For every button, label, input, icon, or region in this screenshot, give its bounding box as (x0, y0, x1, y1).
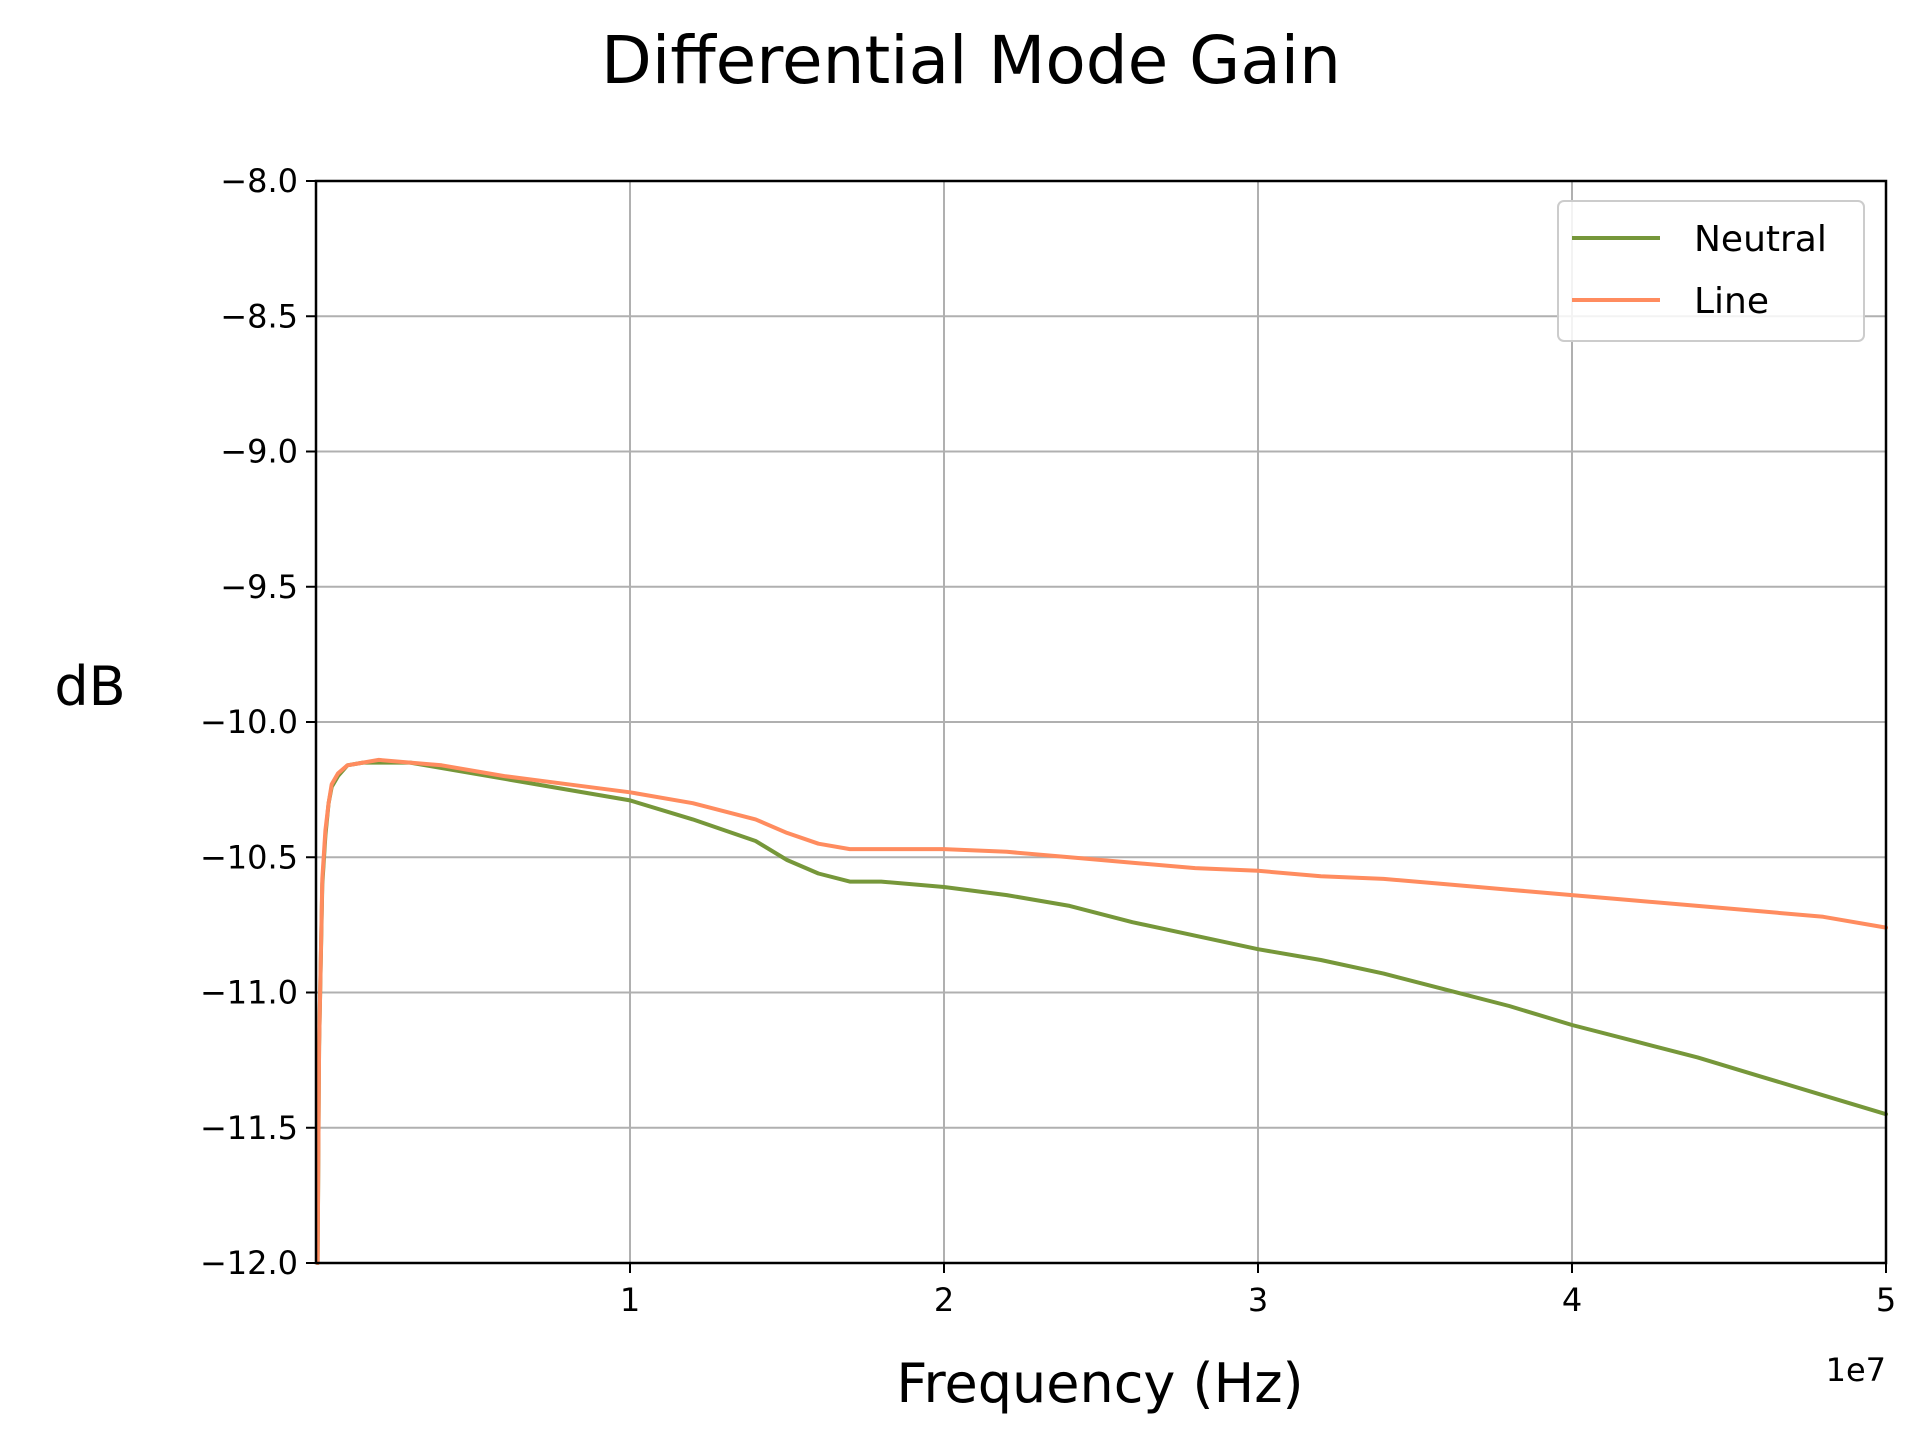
y-tick-label: −10.5 (200, 838, 298, 876)
x-tick-label: 2 (934, 1281, 954, 1319)
y-tick-label: −11.0 (200, 974, 298, 1012)
chart-title: Differential Mode Gain (601, 22, 1341, 99)
legend: Neutral Line (1557, 200, 1865, 342)
series-group (315, 757, 1888, 1265)
x-tick-label: 5 (1876, 1281, 1896, 1319)
x-axis: 1 2 3 4 5 (620, 1263, 1896, 1319)
x-tick-label: 3 (1248, 1281, 1268, 1319)
y-tick-label: −9.5 (220, 568, 298, 606)
legend-label-neutral: Neutral (1694, 219, 1827, 260)
x-tick-label: 1 (620, 1281, 640, 1319)
x-offset-text: 1e7 (1826, 1351, 1886, 1389)
legend-label-line: Line (1694, 281, 1769, 322)
y-axis: −8.0 −8.5 −9.0 −9.5 −10.0 −10.5 −11.0 −11.5 −12.… (200, 162, 316, 1282)
y-tick-label: −10.0 (200, 703, 298, 741)
y-tick-label: −8.5 (220, 297, 298, 335)
series-line-line (315, 757, 1888, 1265)
y-tick-label: −11.5 (200, 1109, 298, 1147)
x-tick-label: 4 (1562, 1281, 1582, 1319)
y-axis-label: dB (54, 655, 125, 718)
series-line-neutral (315, 760, 1888, 1265)
grid (316, 180, 1887, 1264)
y-tick-label: −12.0 (200, 1244, 298, 1282)
x-axis-label: Frequency (Hz) (896, 1352, 1303, 1415)
y-tick-label: −9.0 (220, 433, 298, 471)
y-tick-label: −8.0 (220, 162, 298, 200)
